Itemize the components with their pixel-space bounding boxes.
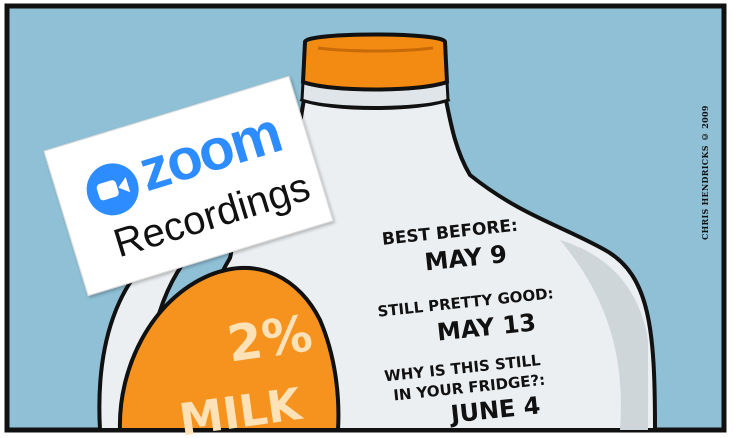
artist-credit: CHRIS HENDRICKS © 2009: [700, 105, 710, 240]
carton-label: [117, 265, 341, 432]
jug-cap: [300, 32, 450, 92]
percent-text: 2%: [224, 304, 316, 373]
video-camera-icon: [80, 156, 146, 222]
jug-shading: [560, 240, 648, 430]
